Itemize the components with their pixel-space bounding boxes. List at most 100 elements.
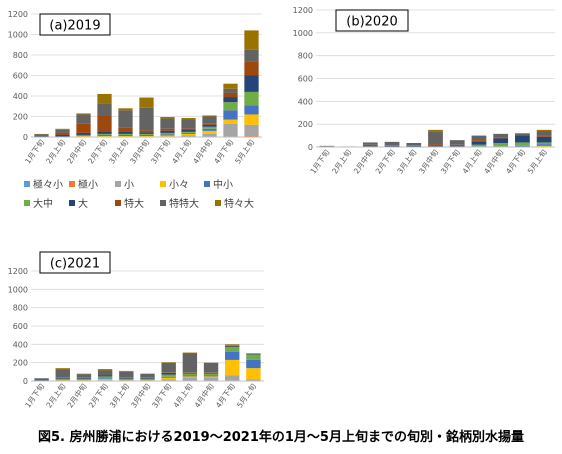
bar-segment — [223, 83, 238, 89]
bar-segment — [140, 380, 155, 381]
bar-segment — [97, 135, 112, 137]
y-tick-label: 600 — [13, 72, 28, 81]
y-tick-label: 600 — [13, 322, 28, 331]
x-tick-label: 2月下旬 — [86, 381, 110, 409]
bar-segment — [246, 359, 261, 369]
bar-segment — [536, 144, 552, 146]
bar-segment — [536, 142, 552, 145]
bar-segment — [118, 131, 133, 134]
x-tick-label: 4月上旬 — [169, 137, 193, 165]
bar-segment — [55, 377, 70, 379]
bar-segment — [182, 353, 198, 373]
bar-segment — [225, 345, 240, 346]
bar-segment — [55, 369, 70, 378]
bar-segment — [161, 379, 176, 381]
bar-segment — [161, 372, 176, 373]
bar-segment — [225, 375, 240, 381]
bar-segment — [181, 131, 196, 133]
legend-label: 特特大 — [169, 197, 199, 210]
bar-segment — [202, 116, 217, 124]
bar-segment — [471, 141, 487, 145]
bar-segment — [97, 103, 112, 116]
bar-segment — [76, 380, 92, 381]
bar-segment — [515, 145, 530, 147]
bar-segment — [182, 352, 198, 354]
bar-segment — [471, 144, 487, 147]
bar-segment — [471, 135, 487, 141]
bar-segment — [160, 118, 175, 129]
y-tick-label: 1200 — [8, 10, 28, 19]
x-tick-label: 2月上旬 — [43, 137, 67, 165]
x-tick-label: 3月中旬 — [127, 137, 151, 165]
bar-segment — [55, 368, 70, 370]
legend-label: 特大 — [124, 197, 144, 210]
bar-segment — [34, 135, 49, 136]
bar-segment — [161, 374, 176, 377]
bar-segment — [203, 377, 219, 381]
bar-segment — [536, 131, 552, 136]
bar-segment — [97, 131, 112, 134]
y-tick-label: 1200 — [293, 6, 313, 15]
bar-segment — [515, 135, 530, 143]
bar-segment — [202, 128, 217, 131]
bar-segment — [97, 93, 112, 104]
bar-segment — [362, 142, 378, 145]
bar-segment — [119, 379, 134, 381]
legend-swatch — [204, 181, 210, 187]
bar-segment — [139, 130, 154, 133]
bar-segment — [225, 359, 240, 376]
bar-segment — [118, 108, 133, 111]
bar-segment — [244, 124, 259, 136]
bar-segment — [119, 380, 134, 381]
x-tick-label: 2月上旬 — [329, 147, 353, 175]
bar-segment — [160, 132, 175, 135]
bar-segment — [139, 134, 154, 136]
bar-segment — [160, 128, 175, 131]
bar-segment — [244, 91, 259, 106]
bar-segment — [161, 372, 176, 375]
bar-segment — [97, 370, 113, 376]
bar-segment — [97, 133, 112, 135]
bar-segment — [76, 374, 92, 378]
bar-segment — [97, 375, 113, 376]
bar-segment — [76, 113, 91, 115]
bar-segment — [140, 379, 155, 381]
bar-segment — [244, 49, 259, 62]
bar-segment — [203, 372, 219, 374]
bar-segment — [223, 97, 238, 103]
bar-segment — [384, 145, 400, 147]
y-tick-label: 400 — [13, 340, 28, 349]
bar-segment — [181, 133, 196, 136]
bar-segment — [34, 378, 49, 381]
bar-segment — [119, 370, 134, 372]
x-tick-label: 4月下旬 — [213, 381, 237, 409]
bar-segment — [118, 127, 133, 132]
bar-segment — [449, 145, 465, 147]
bar-segment — [76, 377, 92, 379]
x-tick-label: 2月中旬 — [64, 137, 88, 165]
figure-caption: 図5. 房州勝浦における2019～2021年の1月～5月上旬までの旬別・銘柄別水… — [38, 430, 524, 445]
bar-segment — [203, 372, 219, 373]
bar-segment — [97, 115, 112, 132]
bar-segment — [244, 75, 259, 92]
bar-segment — [406, 145, 422, 146]
bar-segment — [202, 115, 217, 117]
bar-segment — [203, 375, 219, 377]
x-tick-label: 5月上旬 — [234, 381, 258, 409]
y-tick-label: 800 — [298, 52, 313, 61]
legend-swatch — [160, 200, 166, 206]
bar-segment — [76, 377, 92, 378]
bar-segment — [223, 119, 238, 124]
x-tick-label: 3月下旬 — [148, 137, 172, 165]
bar-segment — [244, 114, 259, 125]
bar-segment — [55, 380, 70, 381]
bar-segment — [97, 376, 113, 379]
bar-segment — [76, 114, 91, 124]
bar-segment — [34, 133, 49, 135]
legend-swatch — [69, 200, 75, 206]
bar-segment — [76, 373, 92, 375]
bar-segment — [140, 377, 155, 378]
y-tick-label: 0 — [308, 143, 313, 152]
bar-segment — [203, 373, 219, 376]
x-tick-label: 3月上旬 — [107, 381, 131, 409]
